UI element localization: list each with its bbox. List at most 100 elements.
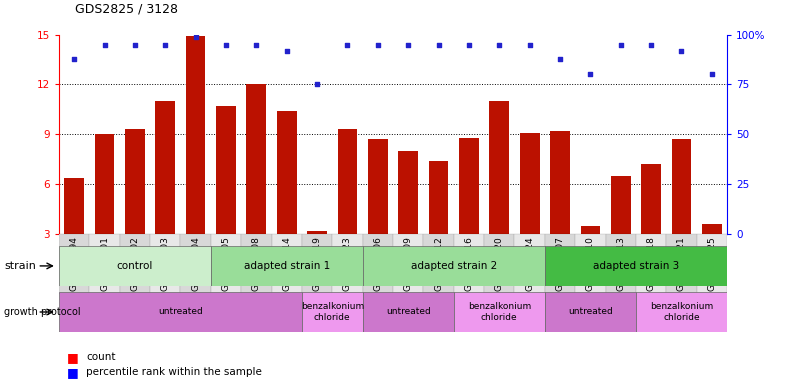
- Bar: [545, 292, 636, 332]
- Bar: [550, 131, 570, 234]
- Bar: [94, 134, 115, 234]
- Bar: [545, 246, 727, 286]
- Text: GSM154813: GSM154813: [616, 237, 625, 291]
- Text: benzalkonium
chloride: benzalkonium chloride: [300, 302, 364, 322]
- Text: GSM154803: GSM154803: [161, 237, 170, 291]
- Bar: [428, 161, 449, 234]
- Bar: [545, 234, 575, 294]
- Text: GSM154805: GSM154805: [222, 237, 230, 291]
- Text: GSM154804: GSM154804: [191, 237, 200, 291]
- Bar: [125, 129, 145, 234]
- Text: adapted strain 1: adapted strain 1: [244, 261, 330, 271]
- Text: GSM154824: GSM154824: [525, 237, 534, 291]
- Bar: [90, 234, 119, 294]
- Point: [493, 41, 505, 48]
- Bar: [59, 234, 90, 294]
- Bar: [247, 84, 266, 234]
- Point: [706, 71, 718, 78]
- Bar: [671, 139, 692, 234]
- Point: [584, 71, 597, 78]
- Point: [372, 41, 384, 48]
- Bar: [59, 292, 302, 332]
- Bar: [332, 234, 362, 294]
- Bar: [368, 139, 387, 234]
- Point: [341, 41, 354, 48]
- Bar: [64, 178, 84, 234]
- Bar: [181, 234, 211, 294]
- Text: GSM154819: GSM154819: [313, 237, 321, 291]
- Bar: [211, 234, 241, 294]
- Bar: [216, 106, 236, 234]
- Bar: [515, 234, 545, 294]
- Bar: [424, 234, 454, 294]
- Bar: [241, 234, 271, 294]
- Text: GSM153894: GSM153894: [70, 237, 79, 291]
- Point: [189, 33, 202, 40]
- Point: [402, 41, 414, 48]
- Text: GSM154820: GSM154820: [495, 237, 504, 291]
- Text: GSM154810: GSM154810: [586, 237, 595, 291]
- Text: GSM154816: GSM154816: [465, 237, 473, 291]
- Bar: [702, 224, 722, 234]
- Bar: [211, 246, 362, 286]
- Bar: [459, 138, 479, 234]
- Bar: [575, 234, 605, 294]
- Bar: [362, 234, 393, 294]
- Text: GSM154825: GSM154825: [707, 237, 716, 291]
- Point: [463, 41, 476, 48]
- Point: [554, 55, 567, 61]
- Text: benzalkonium
chloride: benzalkonium chloride: [650, 302, 713, 322]
- Bar: [59, 246, 211, 286]
- Bar: [636, 234, 667, 294]
- Bar: [362, 246, 545, 286]
- Bar: [636, 292, 727, 332]
- Text: GDS2825 / 3128: GDS2825 / 3128: [75, 2, 178, 15]
- Point: [645, 41, 657, 48]
- Text: untreated: untreated: [158, 308, 203, 316]
- Text: growth protocol: growth protocol: [4, 307, 80, 317]
- Point: [615, 41, 627, 48]
- Bar: [119, 234, 150, 294]
- Point: [310, 81, 323, 88]
- Text: adapted strain 2: adapted strain 2: [410, 261, 497, 271]
- Point: [250, 41, 263, 48]
- Bar: [337, 129, 358, 234]
- Point: [281, 48, 293, 54]
- Text: count: count: [86, 352, 116, 362]
- Bar: [271, 234, 302, 294]
- Bar: [302, 292, 362, 332]
- Point: [523, 41, 536, 48]
- Bar: [611, 176, 630, 234]
- Bar: [399, 151, 418, 234]
- Bar: [484, 234, 515, 294]
- Text: percentile rank within the sample: percentile rank within the sample: [86, 367, 263, 377]
- Bar: [641, 164, 661, 234]
- Bar: [454, 234, 484, 294]
- Bar: [581, 226, 601, 234]
- Bar: [185, 36, 205, 234]
- Bar: [696, 234, 727, 294]
- Text: control: control: [116, 261, 153, 271]
- Bar: [454, 292, 545, 332]
- Text: untreated: untreated: [568, 308, 613, 316]
- Text: GSM154807: GSM154807: [556, 237, 564, 291]
- Bar: [362, 292, 454, 332]
- Point: [98, 41, 111, 48]
- Text: GSM154808: GSM154808: [252, 237, 261, 291]
- Text: adapted strain 3: adapted strain 3: [593, 261, 679, 271]
- Text: GSM154806: GSM154806: [373, 237, 382, 291]
- Bar: [277, 111, 296, 234]
- Point: [675, 48, 688, 54]
- Bar: [307, 231, 327, 234]
- Bar: [156, 101, 175, 234]
- Text: GSM154823: GSM154823: [343, 237, 352, 291]
- Point: [220, 41, 233, 48]
- Text: GSM154809: GSM154809: [404, 237, 413, 291]
- Text: GSM154801: GSM154801: [100, 237, 109, 291]
- Bar: [302, 234, 332, 294]
- Text: GSM154821: GSM154821: [677, 237, 686, 291]
- Text: untreated: untreated: [386, 308, 431, 316]
- Text: ■: ■: [67, 351, 79, 364]
- Point: [68, 55, 80, 61]
- Bar: [520, 133, 539, 234]
